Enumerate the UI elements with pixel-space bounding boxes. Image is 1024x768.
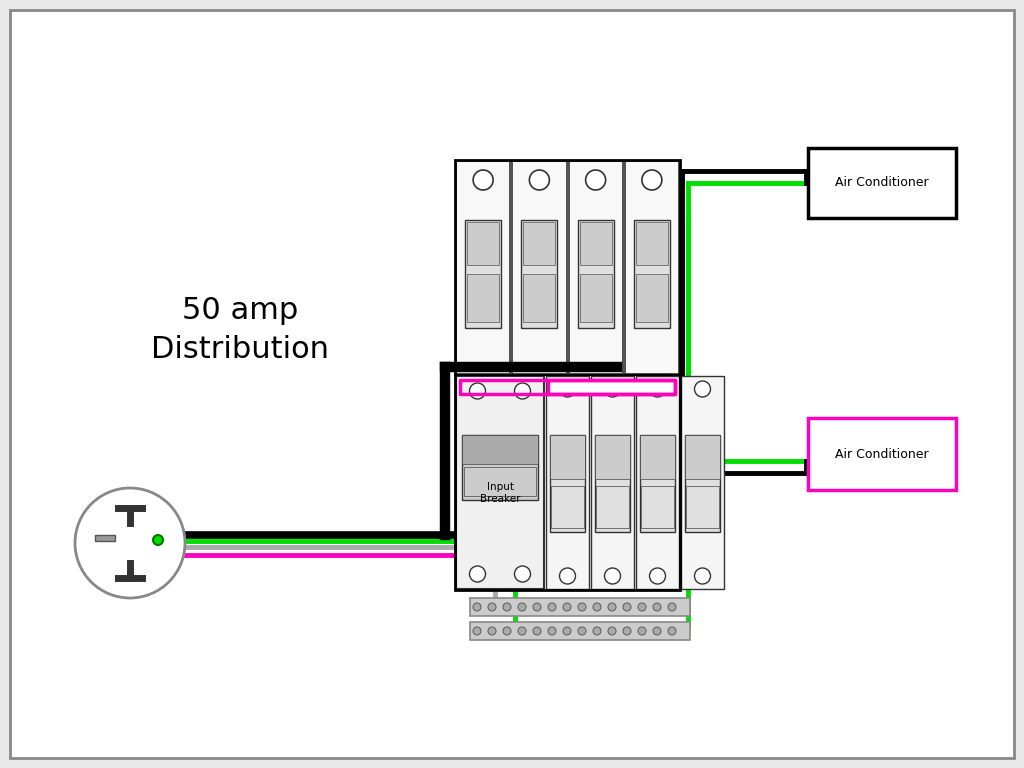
Circle shape [604,381,621,397]
Bar [456,376,544,589]
Circle shape [514,566,530,582]
Circle shape [668,603,676,611]
Circle shape [694,568,711,584]
Circle shape [563,627,571,635]
Circle shape [608,627,616,635]
Circle shape [638,603,646,611]
Bar [636,273,668,322]
Circle shape [469,566,485,582]
Bar [467,273,499,322]
Circle shape [503,627,511,635]
Circle shape [529,170,549,190]
Circle shape [559,381,575,397]
Circle shape [649,568,666,584]
Bar [808,418,956,490]
Bar [625,161,679,374]
Circle shape [548,603,556,611]
Circle shape [503,603,511,611]
Text: Air Conditioner: Air Conditioner [836,177,929,190]
Circle shape [653,627,662,635]
Circle shape [638,627,646,635]
Bar [685,435,720,532]
Circle shape [642,170,662,190]
Bar [595,435,630,532]
Circle shape [548,627,556,635]
Bar [568,161,623,374]
Bar [470,622,690,640]
Bar [460,380,675,394]
Circle shape [668,627,676,635]
Circle shape [488,603,496,611]
Circle shape [653,603,662,611]
Circle shape [534,603,541,611]
Bar [681,376,724,589]
Circle shape [586,170,605,190]
Bar [548,380,675,394]
Bar [640,435,675,532]
Bar [685,435,720,478]
Circle shape [593,603,601,611]
Bar [580,273,611,322]
Bar [686,485,719,528]
Circle shape [153,535,163,545]
Bar [464,468,536,496]
Bar [551,485,584,528]
Bar [591,376,634,589]
Bar [595,435,630,478]
Circle shape [578,603,586,611]
Bar [467,222,499,265]
Bar [512,161,566,374]
Circle shape [559,568,575,584]
Circle shape [534,627,541,635]
Circle shape [469,383,485,399]
Bar [523,273,555,322]
Bar [465,220,501,327]
Circle shape [623,627,631,635]
Bar [521,220,557,327]
Circle shape [694,381,711,397]
Bar [456,161,510,374]
Circle shape [578,627,586,635]
Circle shape [473,170,494,190]
Circle shape [75,488,185,598]
Bar [462,435,538,500]
Circle shape [649,381,666,397]
Bar [634,220,670,327]
Bar [596,485,629,528]
Bar [636,222,668,265]
Bar [641,485,674,528]
Bar [636,376,679,589]
Circle shape [563,603,571,611]
Bar [523,222,555,265]
Circle shape [473,627,481,635]
Bar [640,435,675,478]
Bar [551,435,585,478]
Bar [808,148,956,218]
Bar [470,598,690,616]
Bar [546,376,589,589]
Circle shape [623,603,631,611]
Circle shape [473,603,481,611]
Circle shape [488,627,496,635]
Text: 50 amp
Distribution: 50 amp Distribution [151,296,329,363]
Bar [455,160,680,590]
Circle shape [514,383,530,399]
Bar [462,435,538,464]
Circle shape [518,603,526,611]
Bar [580,222,611,265]
Circle shape [518,627,526,635]
Circle shape [608,603,616,611]
Text: Air Conditioner: Air Conditioner [836,448,929,461]
Text: Input
Breaker: Input Breaker [480,482,520,504]
Circle shape [604,568,621,584]
Circle shape [593,627,601,635]
Bar [95,535,115,541]
Bar [578,220,613,327]
Bar [551,435,585,532]
